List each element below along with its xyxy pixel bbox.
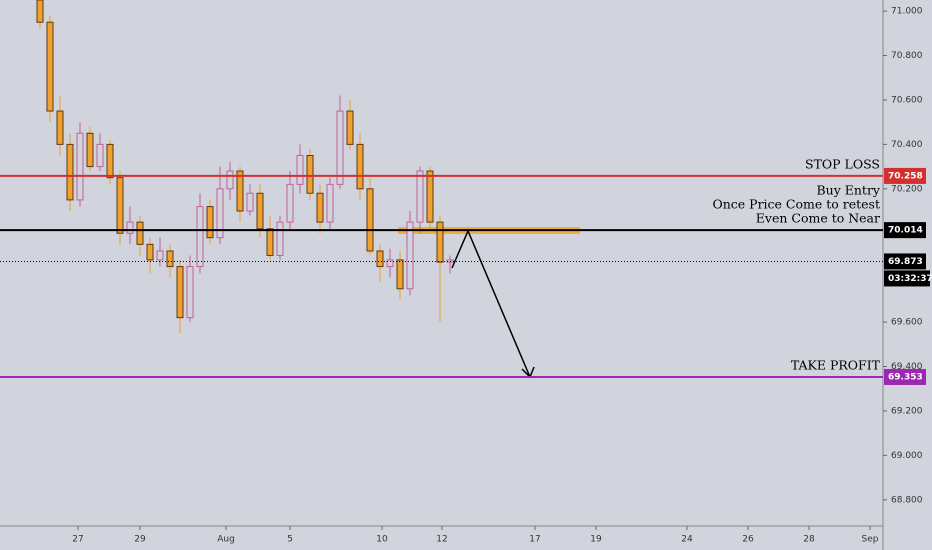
candle-body (106, 143, 114, 179)
x-tick-label: 26 (742, 535, 754, 545)
candle-body (76, 132, 84, 201)
x-tick-label: 27 (72, 535, 83, 545)
candle-body (256, 192, 264, 230)
candle-body (96, 143, 104, 168)
y-tick-label: 69.200 (891, 406, 923, 416)
candle-body (336, 110, 344, 185)
candle-body (116, 177, 124, 234)
candle-body (316, 192, 324, 223)
annotation: STOP LOSS (805, 156, 880, 171)
candle-body (306, 154, 314, 194)
x-tick-label: 5 (287, 535, 293, 545)
candle-body (276, 221, 284, 256)
x-tick-label: 12 (436, 535, 447, 545)
candle-body (266, 228, 274, 256)
price-label: 70.258 (888, 171, 923, 181)
candle-body (66, 143, 74, 201)
y-tick-label: 68.800 (891, 495, 923, 505)
candle-body (376, 250, 384, 268)
countdown: 03:32:37 (888, 274, 932, 284)
candle-body (346, 110, 354, 145)
candle-body (196, 206, 204, 268)
annotation: Buy Entry (816, 183, 880, 198)
candle-body (146, 243, 154, 261)
candle-body (246, 192, 254, 212)
y-tick-label: 70.200 (891, 184, 923, 194)
x-tick-label: 17 (529, 535, 540, 545)
price-label: 69.873 (888, 257, 923, 267)
candle-body (426, 170, 434, 223)
y-tick-label: 70.600 (891, 95, 923, 105)
candle-body (176, 266, 184, 319)
y-tick-label: 69.400 (891, 362, 923, 372)
candle-body (46, 21, 54, 112)
x-tick-label: Sep (862, 535, 879, 545)
y-tick-label: 70.800 (891, 51, 923, 61)
candle-body (156, 250, 164, 261)
annotation: Even Come to Near (756, 211, 880, 226)
x-tick-label: 19 (590, 535, 602, 545)
candle-body (286, 183, 294, 223)
x-tick-label: 24 (681, 535, 693, 545)
candle-body (356, 143, 364, 190)
candle-body (296, 154, 304, 185)
candle-body (436, 221, 444, 263)
y-tick-label: 69.000 (891, 451, 923, 461)
candle-body (136, 221, 144, 245)
y-tick-label: 69.600 (891, 318, 923, 328)
candle-body (416, 170, 424, 223)
candle-body (326, 183, 334, 223)
annotation: Once Price Come to retest (713, 197, 881, 212)
annotation: TAKE PROFIT (791, 357, 881, 372)
countdown-box (884, 270, 930, 287)
candle-body (166, 250, 174, 268)
price-label-box (884, 368, 926, 385)
candle-body (126, 221, 134, 234)
candle-body (216, 188, 224, 239)
candle-body (386, 259, 394, 268)
candle-body (36, 0, 44, 23)
x-tick-label: 10 (376, 535, 388, 545)
candle-body (406, 221, 414, 290)
candle-body (56, 110, 64, 145)
candle-body (366, 188, 374, 252)
price-label: 69.353 (888, 372, 923, 382)
y-tick-label: 71.000 (891, 7, 923, 17)
x-tick-label: Aug (217, 535, 235, 545)
x-tick-label: 29 (134, 535, 146, 545)
candle-body (206, 206, 214, 239)
y-tick-label: 70.400 (891, 140, 923, 150)
price-label-box (884, 253, 926, 270)
candle-body (236, 170, 244, 212)
price-label-box (884, 222, 926, 239)
candle-body (226, 170, 234, 190)
candle-body (396, 259, 404, 290)
price-label-box (884, 167, 926, 184)
x-tick-label: 28 (803, 535, 815, 545)
candle-body (86, 132, 94, 168)
candle-body (186, 266, 194, 319)
price-label: 70.014 (888, 226, 923, 236)
